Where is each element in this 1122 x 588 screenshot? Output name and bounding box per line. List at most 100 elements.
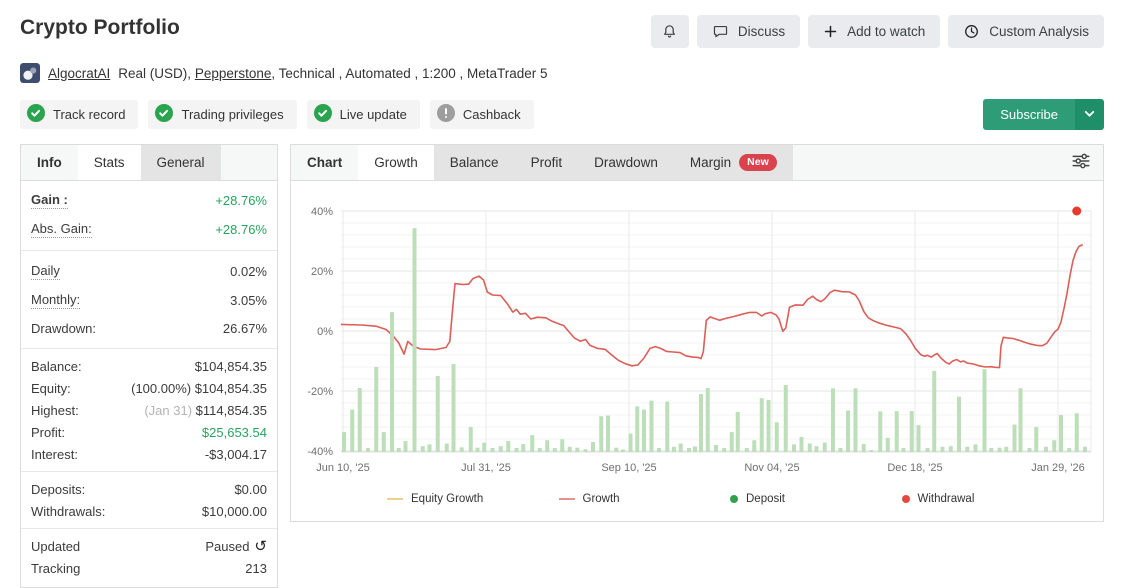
deposit-bar (831, 388, 835, 452)
badge-label: Trading privileges (181, 107, 284, 122)
tab-balance[interactable]: Balance (433, 145, 515, 180)
stat-value: (Jan 31) $114,854.35 (144, 403, 267, 418)
deposit-bar (699, 394, 703, 452)
deposit-bar (621, 449, 625, 452)
deposit-bar (965, 446, 970, 452)
legend-label: Equity Growth (411, 493, 484, 505)
tab-info[interactable]: Info (21, 145, 78, 180)
deposit-bar (444, 443, 449, 452)
deposit-bar (381, 432, 386, 452)
tab-general[interactable]: General (140, 145, 221, 180)
tab-stats[interactable]: Stats (77, 145, 141, 180)
deposit-bar (498, 446, 503, 452)
discuss-button[interactable]: Discuss (696, 15, 801, 48)
deposit-bar (649, 400, 654, 452)
subscribe-split-button: Subscribe (983, 99, 1104, 130)
tab-chart[interactable]: Chart (291, 145, 358, 180)
stat-value-text: $104,854.35 (194, 358, 267, 374)
stat-value: 213 (245, 561, 267, 576)
stat-row-daily: Daily 0.02% (31, 257, 267, 286)
legend-label: Deposit (746, 493, 785, 505)
deposit-bar (838, 448, 843, 452)
badge-live-update: Live update (306, 100, 420, 129)
deposit-bar (412, 228, 417, 452)
stat-value-prefix: (100.00%) (131, 380, 195, 396)
owner-link[interactable]: AlgocratAI (48, 65, 111, 81)
subscribe-button[interactable]: Subscribe (983, 99, 1075, 130)
deposit-bar (807, 443, 812, 452)
tab-label: Balance (449, 155, 499, 170)
deposit-bar (451, 364, 456, 452)
stat-value-text: 3.05% (230, 293, 267, 308)
stat-label: Tracking (31, 560, 81, 576)
deposit-bar (628, 433, 633, 452)
chart-filter-button[interactable] (1059, 145, 1103, 180)
x-axis-label: Sep 10, '25 (601, 462, 656, 474)
tab-profit[interactable]: Profit (514, 145, 579, 180)
deposit-bar (1052, 440, 1057, 452)
tab-label: Drawdown (594, 155, 658, 170)
deposit-bar (885, 437, 890, 452)
subscribe-dropdown-button[interactable] (1075, 99, 1104, 130)
deposit-bar (1004, 446, 1009, 452)
refresh-icon[interactable]: ↺ (254, 537, 267, 555)
tab-margin[interactable]: Margin New (673, 145, 793, 180)
deposit-bar (940, 446, 945, 452)
deposit-bar (537, 448, 542, 452)
legend-swatch-line (387, 498, 403, 500)
y-axis-label: 40% (311, 206, 333, 218)
deposit-bar (799, 436, 804, 452)
legend-label: Growth (582, 493, 620, 505)
badge-label: Track record (53, 107, 126, 122)
legend-swatch-dot (730, 495, 738, 503)
stat-row-tracking: Tracking 213 (31, 557, 267, 579)
top-bar: Crypto Portfolio Discuss Add to watch (20, 12, 1104, 48)
stats-rows: Gain : +28.76% Abs. Gain: +28.76% Daily 0.02%… (21, 181, 277, 587)
deposit-bar (642, 409, 646, 452)
deposit-bar (583, 449, 588, 452)
deposit-bar (657, 448, 661, 452)
x-axis-label: Jan 29, '26 (1031, 462, 1084, 474)
check-circle-icon (27, 104, 45, 125)
growth-chart: 40% 20% 0% -20% -40% Jun 10, '25 Jul 31, '25 Se… (307, 206, 1092, 474)
legend-swatch-line (558, 498, 575, 500)
deposit-bar (982, 369, 987, 452)
legend-item-deposit[interactable]: Deposit (730, 493, 902, 505)
deposit-bar (878, 411, 883, 452)
deposit-bar (814, 446, 819, 452)
deposit-bar (729, 432, 734, 452)
deposit-bar (846, 410, 850, 452)
deposit-bar (427, 444, 432, 452)
legend-item-withdrawal[interactable]: Withdrawal (901, 493, 1074, 505)
tab-growth[interactable]: Growth (358, 145, 434, 180)
deposit-bar (390, 312, 394, 452)
legend-item-growth[interactable]: Growth (558, 493, 731, 505)
stat-label: Equity: (31, 380, 71, 396)
deposit-bar (1044, 446, 1048, 452)
deposit-bar (869, 450, 874, 452)
stat-value: 26.67% (223, 321, 267, 336)
chart-panel: Chart Growth Balance Profit Drawdown Margin Ne… (290, 144, 1104, 522)
deposit-bar (475, 447, 480, 452)
notifications-button[interactable] (650, 15, 689, 48)
plus-icon (823, 24, 838, 39)
account-meta: Real (USD), Pepperstone, Technical , Aut… (118, 66, 547, 81)
broker-link[interactable]: Pepperstone (194, 65, 272, 81)
tab-label: General (156, 155, 205, 170)
stat-value-text: Paused (205, 538, 250, 554)
deposit-bar (792, 444, 796, 452)
tab-drawdown[interactable]: Drawdown (578, 145, 674, 180)
deposit-bar (1018, 388, 1023, 452)
deposit-bar (1074, 413, 1079, 452)
legend-item-equity-growth[interactable]: Equity Growth (387, 493, 559, 505)
deposit-bar (545, 440, 550, 452)
stat-row-drawdown: Drawdown: 26.67% (31, 315, 267, 342)
deposit-bar (591, 442, 595, 452)
page-title: Crypto Portfolio (20, 16, 180, 39)
stat-value: (100.00%) $104,854.35 (131, 381, 267, 396)
badge-track-record: Track record (20, 100, 139, 129)
custom-analysis-button[interactable]: Custom Analysis (948, 15, 1104, 48)
add-to-watch-button[interactable]: Add to watch (808, 15, 941, 48)
stat-value-text: 213 (245, 560, 267, 576)
stat-value-text: $25,653.54 (201, 424, 267, 440)
